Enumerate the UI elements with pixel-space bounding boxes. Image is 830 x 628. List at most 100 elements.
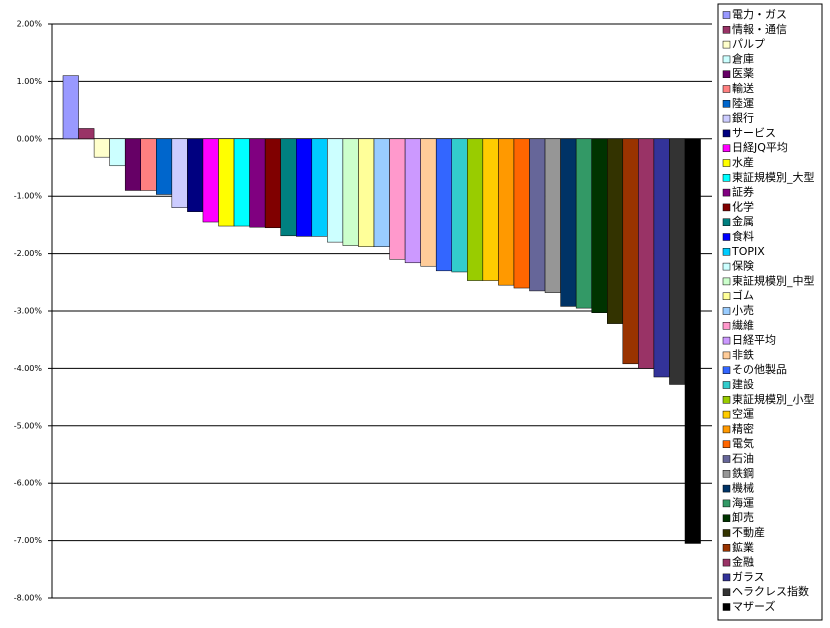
bar — [311, 138, 328, 237]
legend-swatch — [722, 159, 731, 167]
bar — [498, 138, 515, 286]
legend-swatch — [722, 188, 731, 197]
legend-swatch — [722, 292, 731, 300]
y-tick-label: -3.00% — [14, 307, 43, 316]
bar — [607, 138, 624, 324]
legend-swatch — [722, 114, 731, 123]
bar — [358, 138, 375, 247]
bar — [93, 138, 110, 158]
bar — [280, 138, 297, 237]
bar — [669, 138, 686, 385]
legend-label: 石油 — [732, 451, 754, 465]
legend-swatch — [722, 410, 731, 419]
legend-label: 保険 — [732, 259, 754, 273]
legend-label: 機械 — [732, 481, 754, 495]
legend-swatch — [722, 558, 731, 567]
legend-label: 倉庫 — [732, 51, 754, 65]
legend-label: 日経平均 — [732, 334, 776, 347]
legend-swatch — [722, 203, 731, 212]
y-tick-label: -7.00% — [14, 536, 43, 545]
bar — [529, 138, 546, 292]
legend-swatch — [722, 366, 731, 374]
bar — [544, 138, 561, 293]
y-tick-label: 2.00% — [17, 20, 43, 29]
legend-swatch — [722, 40, 731, 49]
legend-label: 東証規模別_大型 — [732, 170, 815, 184]
bar — [420, 138, 437, 267]
y-tick-label: 1.00% — [17, 77, 43, 86]
legend-label: 化学 — [732, 199, 754, 213]
legend-label: サービス — [732, 126, 776, 139]
bar — [124, 138, 141, 191]
bar — [62, 75, 79, 140]
y-tick-label: -8.00% — [14, 594, 43, 603]
legend-label: 精密 — [732, 421, 754, 435]
legend-label: 証券 — [732, 185, 754, 199]
legend-label: 金属 — [732, 214, 754, 228]
legend-label: 不動産 — [732, 525, 765, 539]
legend-swatch — [722, 70, 731, 78]
legend-label: 情報・通信 — [732, 23, 787, 36]
legend-swatch — [722, 396, 731, 404]
legend-label: 電力・ガス — [732, 8, 787, 21]
legend-swatch — [722, 588, 731, 596]
bar — [591, 138, 608, 313]
legend-swatch — [722, 499, 731, 508]
bar — [482, 138, 499, 281]
legend-label: 小売 — [732, 304, 754, 317]
bar — [389, 138, 406, 260]
bar — [638, 138, 655, 369]
legend-label: ゴム — [732, 288, 754, 302]
legend-label: 東証規模別_中型 — [732, 273, 815, 287]
legend-swatch — [722, 277, 731, 286]
y-tick-label: -5.00% — [14, 421, 43, 430]
legend-swatch — [722, 425, 731, 434]
legend-label: 医薬 — [732, 67, 754, 80]
legend-label: 輸送 — [732, 81, 754, 95]
legend-label: パルプ — [732, 38, 765, 51]
legend-swatch — [722, 100, 731, 108]
legend-label: 銀行 — [732, 111, 754, 125]
bar — [171, 138, 188, 208]
legend-label: 空運 — [732, 407, 754, 421]
legend-label: 食料 — [732, 229, 754, 243]
legend-swatch — [722, 174, 731, 182]
legend-label: ガラス — [732, 570, 765, 583]
bar — [78, 128, 95, 140]
bar — [467, 138, 484, 281]
legend-label: 海運 — [732, 495, 754, 509]
legend-swatch — [722, 11, 731, 19]
y-tick-label: -6.00% — [14, 479, 43, 488]
legend-swatch — [722, 85, 731, 93]
legend-swatch — [722, 144, 731, 152]
bar — [622, 138, 639, 365]
bar — [202, 138, 219, 223]
legend-label: 陸運 — [732, 97, 754, 110]
legend-label: 非鉄 — [732, 347, 754, 361]
legend-swatch — [722, 351, 731, 360]
bar — [342, 138, 359, 246]
bar — [249, 138, 266, 228]
bar — [109, 138, 126, 167]
bar — [684, 138, 701, 544]
legend-swatch — [722, 470, 731, 478]
bar — [327, 138, 344, 243]
bar — [264, 138, 281, 229]
bar — [435, 138, 453, 272]
legend-swatch — [722, 307, 731, 315]
y-tick-label: 0.00% — [17, 134, 43, 143]
legend-swatch — [722, 484, 731, 493]
bar — [404, 138, 421, 264]
legend-box — [717, 3, 823, 621]
legend-label: 東証規模別_小型 — [732, 392, 815, 406]
legend-label: マザーズ — [732, 599, 775, 613]
legend-swatch — [722, 129, 731, 138]
legend-label: 繊維 — [732, 319, 754, 332]
legend-label: 電気 — [732, 436, 754, 450]
legend-label: その他製品 — [732, 362, 787, 376]
y-tick-label: -2.00% — [14, 249, 43, 258]
legend-swatch — [722, 381, 731, 389]
legend-swatch — [722, 603, 731, 611]
legend-swatch — [722, 529, 731, 537]
bar — [575, 138, 592, 309]
